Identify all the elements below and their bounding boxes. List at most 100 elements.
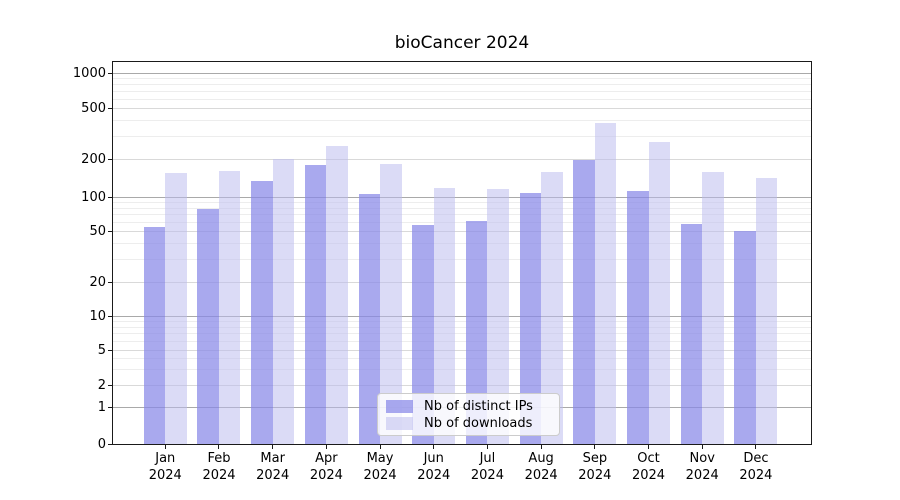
y-tick-mark-20: [108, 281, 112, 283]
gridline-minor-800: [113, 84, 811, 86]
gridline-minor-7: [113, 333, 811, 335]
x-tick-mark-aug: [540, 445, 542, 449]
x-axis-month-label: May 2024: [363, 451, 397, 483]
bar-distinct-ips-nov: [680, 224, 703, 444]
bar-distinct-ips-dec: [734, 230, 756, 444]
x-tick-mark-apr: [325, 445, 327, 449]
gridline-20: [113, 281, 811, 283]
y-tick-mark-10: [108, 316, 112, 317]
x-axis-month-label: Mar 2024: [256, 451, 290, 483]
bar-distinct-ips-mar: [251, 180, 273, 444]
bar-distinct-ips-sep: [573, 159, 595, 444]
legend-item: Nb of distinct IPs: [386, 398, 559, 415]
bar-downloads-apr: [326, 145, 348, 444]
gridline-2: [113, 385, 811, 386]
bar-downloads-jul: [487, 188, 509, 444]
gridline-minor-4: [113, 358, 811, 360]
legend-label: Nb of downloads: [424, 416, 533, 431]
y-axis-tick-label: 2: [97, 378, 106, 393]
bar-distinct-ips-oct: [627, 190, 649, 444]
y-tick-mark-50: [108, 231, 112, 232]
bar-downloads-oct: [648, 142, 671, 444]
gridline-50: [113, 231, 811, 232]
gridline-minor-80: [113, 207, 811, 209]
y-axis-tick-label: 10: [89, 309, 106, 324]
bar-downloads-feb: [218, 171, 241, 444]
x-axis-month-label: Feb 2024: [202, 451, 236, 483]
gridline-10: [113, 316, 811, 317]
bar-downloads-may: [380, 164, 402, 444]
bar-distinct-ips-jun: [412, 224, 434, 444]
gridline-minor-400: [113, 120, 811, 122]
gridline-minor-300: [113, 136, 811, 138]
gridline-5: [113, 349, 811, 351]
chart-title: bioCancer 2024: [394, 33, 530, 53]
gridline-minor-90: [113, 201, 811, 203]
bar-downloads-dec: [755, 178, 778, 444]
x-axis-month-label: Oct 2024: [631, 451, 666, 483]
bar-downloads-aug: [541, 171, 563, 444]
y-tick-mark-100: [108, 196, 112, 198]
y-axis-tick-label: 50: [89, 224, 106, 239]
gridline-200: [113, 159, 811, 160]
gridline-100: [113, 196, 811, 198]
x-tick-mark-feb: [218, 445, 220, 449]
gridline-minor-8: [113, 326, 811, 328]
legend-label: Nb of distinct IPs: [424, 399, 533, 414]
y-axis-tick-label: 20: [89, 274, 106, 290]
x-axis-month-label: Jul 2024: [470, 451, 504, 483]
y-axis-tick-label: 1: [97, 400, 106, 415]
y-tick-mark-1000: [108, 73, 112, 74]
gridline-minor-700: [113, 91, 811, 92]
x-axis-month-label: Sep 2024: [578, 451, 612, 483]
bar-downloads-jan: [165, 172, 187, 444]
x-tick-mark-dec: [755, 445, 757, 449]
gridline-minor-70: [113, 214, 811, 216]
y-axis-tick-label: 100: [81, 189, 106, 205]
y-tick-mark-500: [108, 108, 112, 109]
y-axis-tick-label: 1000: [72, 66, 106, 81]
x-tick-mark-may: [379, 445, 381, 449]
y-axis-tick-label: 0: [97, 436, 106, 452]
bar-distinct-ips-aug: [519, 193, 542, 444]
gridline-minor-6: [113, 340, 811, 342]
y-axis-tick-label: 5: [97, 342, 106, 358]
gridline-minor-30: [113, 259, 811, 261]
bar-downloads-nov: [702, 171, 724, 444]
x-axis-month-label: Jun 2024: [417, 451, 451, 483]
legend: Nb of distinct IPs Nb of downloads: [377, 393, 560, 436]
gridline-minor-60: [113, 221, 811, 223]
bar-distinct-ips-jul: [465, 220, 488, 444]
x-tick-mark-oct: [648, 445, 650, 449]
x-axis-month-label: Apr 2024: [309, 451, 343, 483]
x-axis-month-label: Jan 2024: [148, 451, 182, 483]
x-axis-month-label: Nov 2024: [685, 451, 719, 483]
y-tick-mark-1: [108, 407, 112, 408]
x-tick-mark-mar: [272, 445, 274, 449]
bar-downloads-sep: [594, 122, 617, 444]
bar-distinct-ips-feb: [197, 209, 219, 444]
x-tick-mark-nov: [701, 445, 703, 449]
gridline-500: [113, 108, 811, 109]
gridline-minor-40: [113, 243, 811, 245]
bar-downloads-mar: [272, 158, 295, 444]
x-tick-mark-sep: [594, 445, 596, 449]
gridline-minor-9: [113, 321, 811, 323]
y-tick-mark-0: [108, 443, 112, 445]
legend-swatch-downloads: [386, 417, 413, 430]
x-axis-month-label: Aug 2024: [524, 451, 558, 483]
gridline-1000: [113, 73, 811, 74]
x-tick-mark-jan: [164, 445, 166, 449]
y-axis-tick-label: 200: [81, 152, 106, 167]
x-tick-mark-jul: [486, 445, 488, 449]
plot-area: Nb of distinct IPs Nb of downloads: [113, 62, 811, 444]
bar-distinct-ips-may: [358, 194, 381, 444]
y-tick-mark-2: [108, 385, 112, 386]
bar-downloads-jun: [433, 187, 456, 444]
x-tick-mark-jun: [433, 445, 435, 449]
y-axis-tick-label: 500: [81, 101, 106, 116]
y-tick-mark-5: [108, 349, 112, 351]
y-tick-mark-200: [108, 159, 112, 160]
x-axis-month-label: Dec 2024: [739, 451, 773, 483]
